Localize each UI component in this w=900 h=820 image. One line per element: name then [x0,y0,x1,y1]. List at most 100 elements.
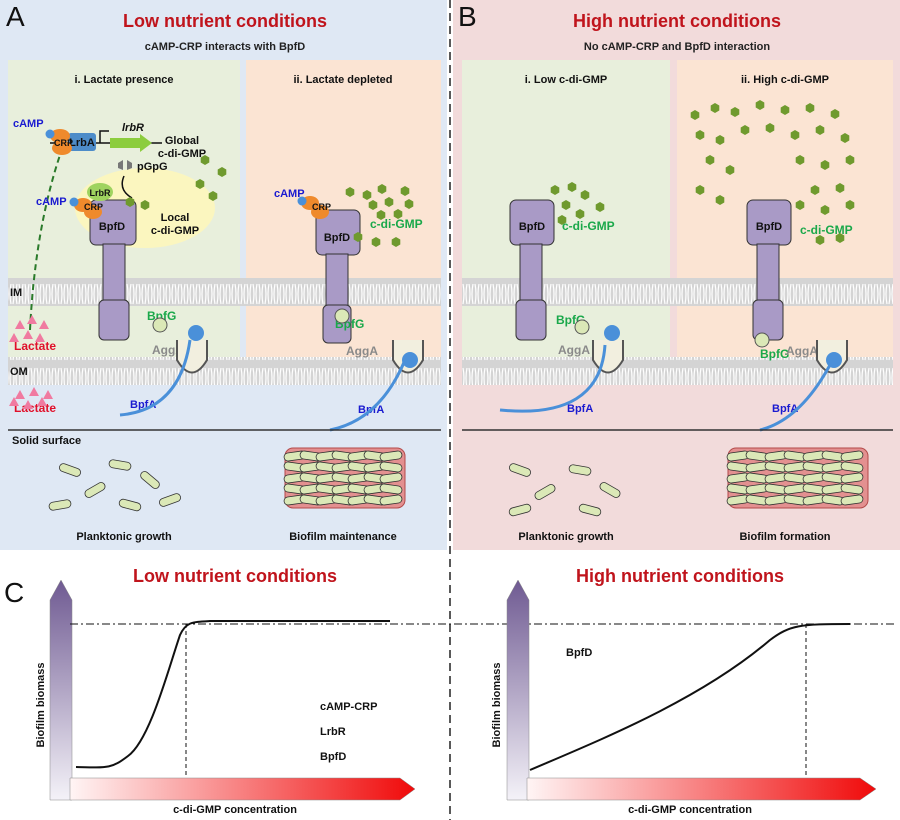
sub-b-i-title: i. Low c-di-GMP [525,74,608,86]
bacterium-icon [534,484,556,500]
bpfd-label: BpfD [99,221,125,233]
bacterium-icon [840,472,864,484]
cdigmp-molecule-icon [715,195,725,205]
cdigmp-molecule-icon [715,135,725,145]
cdigmp-molecule-icon [376,210,386,220]
bpfg-label-a-i: BpfG [147,309,176,323]
biofilm-label-a: Biofilm maintenance [289,531,397,543]
lactate-icon [9,397,19,406]
cdigmp-molecule-icon [835,183,845,193]
sub-b-ii-title: ii. High c-di-GMP [741,74,829,86]
local-label-2: c-di-GMP [151,225,199,237]
y-axis-arrow-right [506,579,530,801]
x-axis-arrow-left [69,777,416,801]
lactate-icon [35,333,45,342]
x-axis-arrow-right [526,777,877,801]
bacterium-icon [379,494,403,506]
cdigmp-molecule-icon [140,200,150,210]
outer-membrane [8,357,441,385]
cdigmp-molecule-icon [561,200,571,210]
bacterium-icon [379,461,403,473]
cdigmp-molecule-icon [795,200,805,210]
bacterium-icon [84,482,106,498]
cdigmp-molecule-icon [393,209,403,219]
bpfd-protein-a-i [89,199,137,341]
bpfa-filament [329,359,407,432]
cdigmp-molecule-icon [740,125,750,135]
cdigmp-molecule-icon [755,100,765,110]
bpfa-filament [119,339,192,417]
bpfg-protein-icon [334,308,350,324]
bacterium-icon [48,499,72,511]
bpfa-filament [499,344,607,413]
lrbr-gene-label: lrbR [122,122,144,134]
lrba-box [68,133,96,151]
cdigmp-molecule-icon [125,197,135,207]
lactate-icon [15,390,25,399]
cdigmp-molecule-icon [595,202,605,212]
cdigmp-molecule-icon [690,110,700,120]
bpfg-protein-icon [152,317,168,333]
om-label: OM [10,366,28,378]
solid-surface-label: Solid surface [12,435,81,447]
camp-crp-complex-icon [45,129,72,155]
sub-a-i-title: i. Lactate presence [74,74,173,86]
bacterium-icon [59,463,81,477]
cdigmp-label-b-ii: c-di-GMP [800,223,853,237]
global-label-2: c-di-GMP [158,148,206,160]
bpfd-protein-b-i [509,199,555,341]
cdigmp-molecule-icon [820,160,830,170]
biomass-curve-right [529,623,851,771]
camp-crp-bound-icon-2 [297,196,329,219]
cdigmp-molecule-icon [810,185,820,195]
bpfa-head-icon [402,352,418,368]
panel-a-title: Low nutrient conditions [123,11,327,31]
panel-b-letter: B [458,1,477,32]
cdigmp-molecule-icon [835,233,845,243]
bacterium-icon [379,483,403,495]
legend-bpfd: BpfD [320,751,346,763]
lrbr-gene-arrow [110,134,152,152]
lactate-icon [29,387,39,396]
cdigmp-molecule-icon [820,205,830,215]
y-axis-arrow-left [49,579,73,801]
panel-b-subtitle: No cAMP-CRP and BpfD interaction [584,41,770,53]
panel-a-subtitle: cAMP-CRP interacts with BpfD [145,41,306,53]
cdigmp-molecule-icon [830,109,840,119]
global-label-1: Global [165,135,199,147]
cdigmp-molecule-icon [371,237,381,247]
bacterium-icon [159,493,181,507]
cdigmp-molecule-icon [805,103,815,113]
bacterium-icon [509,463,531,477]
biofilm-label-b: Biofilm formation [739,531,830,543]
cdigmp-molecule-icon [550,185,560,195]
cdigmp-molecule-icon [705,155,715,165]
camp-label-3: cAMP [274,188,305,200]
cdigmp-molecule-icon [195,179,205,189]
cdigmp-molecule-icon [353,232,363,242]
agga-channel-icon [176,340,208,374]
cdigmp-label-a-ii: c-di-GMP [370,217,423,231]
bpfg-protein-icon [754,332,770,348]
bpfa-head-icon [604,325,620,341]
camp-label: cAMP [13,118,44,130]
cdigmp-label-b-i: c-di-GMP [562,219,615,233]
chart-right-title: High nutrient conditions [576,566,784,586]
bacterium-icon [568,464,592,476]
cdigmp-molecule-icon [362,190,372,200]
bpfd-label-b-i: BpfD [519,221,545,233]
lactate-icon [27,315,37,324]
chart-left-title: Low nutrient conditions [133,566,337,586]
bpfd-label-a-ii: BpfD [324,232,350,244]
bacterium-icon [599,482,621,498]
lactate-icon [9,333,19,342]
bpfd-protein-b-ii [746,199,792,341]
bacterium-icon [108,459,132,471]
legend-bpfd-right: BpfD [566,647,592,659]
camp-label-2: cAMP [36,196,67,208]
panel-c-letter: C [4,577,24,608]
legend-lrbr: LrbR [320,726,346,738]
lactate-signal-arrow [29,154,61,331]
cdigmp-molecule-icon [845,155,855,165]
bpfa-head-icon [826,352,842,368]
